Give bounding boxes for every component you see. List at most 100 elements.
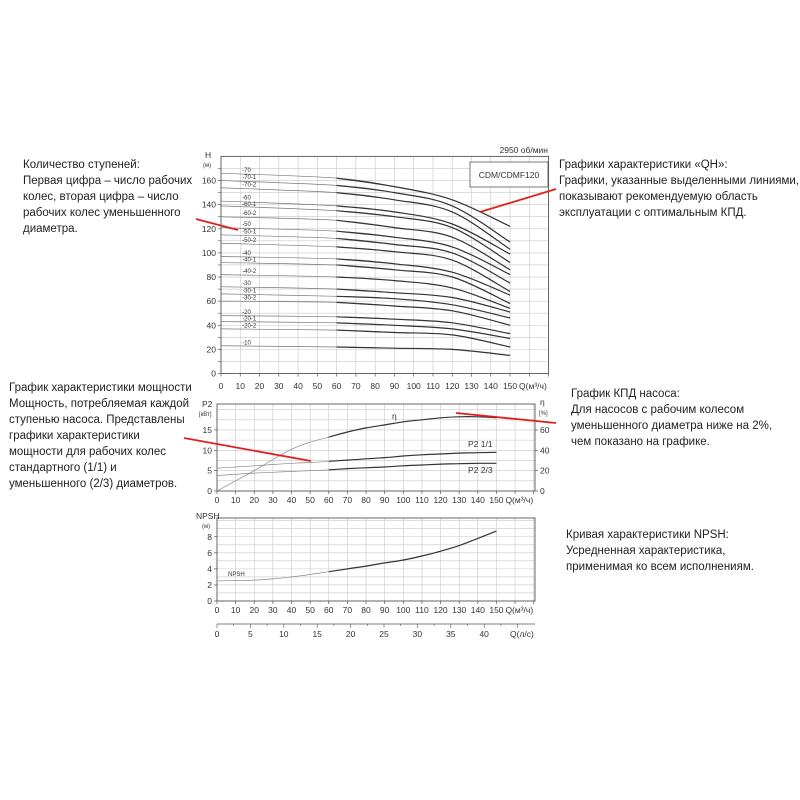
y-axis-label: NPSH <box>196 511 220 521</box>
qh-curve-stage-40-2: -40-2 <box>220 269 511 309</box>
annotation-line: Графики, указанные выделенными линиями, <box>559 175 799 187</box>
x-tick-label: 150 <box>503 381 517 391</box>
y-tick-label: 20 <box>207 344 217 354</box>
y-tick-label: 140 <box>202 200 216 210</box>
qh-curve-recommended <box>336 301 511 326</box>
qh-curve-stage-10: -10 <box>220 340 511 356</box>
x-tick-label: 120 <box>433 495 447 505</box>
qh-curve-stage-70: -70 <box>220 168 511 227</box>
secondary-x-tick-label: 30 <box>413 629 423 639</box>
annotation-line: уменьшенного диаметра ниже на 2%, <box>571 420 772 432</box>
curve-thin-part <box>216 436 329 492</box>
qh-curve-line <box>220 274 511 309</box>
curve-bold-part <box>328 462 497 471</box>
qh-curve-recommended <box>336 264 511 305</box>
x-tick-label: 140 <box>484 381 498 391</box>
curve-label: P2 1/1 <box>468 439 493 449</box>
qh-curve-stage-40: -40 <box>220 251 511 296</box>
y-tick-label: 5 <box>207 466 212 476</box>
efficiency-curve: η <box>216 411 497 492</box>
x-tick-label: 60 <box>324 605 334 615</box>
y-tick-label: 120 <box>202 224 216 234</box>
qh-curve-recommended <box>336 258 511 296</box>
qh-curve-label: -10 <box>242 340 251 346</box>
y2-axis-unit: [%] <box>539 411 548 417</box>
x-tick-label: 60 <box>332 381 342 391</box>
x-tick-label: 70 <box>343 605 353 615</box>
curve-label: η <box>392 411 397 421</box>
x-tick-label: 20 <box>255 381 265 391</box>
qh-curve-stage-50: -50 <box>220 222 511 276</box>
qh-curve-stage-60-2: -60-2 <box>220 211 511 271</box>
qh-curve-recommended <box>336 230 511 276</box>
curve-bold-part <box>328 416 497 438</box>
qh-curve-label: -60-1 <box>242 202 257 208</box>
x-tick-label: 30 <box>268 495 278 505</box>
qh-curve-stage-50-1: -50-1 <box>220 229 511 284</box>
qh-curve-label: -60 <box>242 196 251 202</box>
secondary-x-tick-label: 10 <box>279 629 289 639</box>
x-tick-label: 120 <box>445 381 459 391</box>
qh-curve-label: -20-1 <box>242 317 257 323</box>
qh-curve-label: -70-1 <box>242 175 257 181</box>
secondary-x-tick-label: 25 <box>379 629 389 639</box>
qh-annotation: Графики характеристики «QH»: Графики, ука… <box>559 159 799 219</box>
x-tick-label: 40 <box>287 495 297 505</box>
annotation-line: ступенью насоса. Представлены <box>9 414 185 426</box>
qh-curve-label: -30 <box>242 281 251 287</box>
secondary-x-tick-label: 0 <box>215 629 220 639</box>
qh-curve-stage-20-1: -20-1 <box>220 317 511 340</box>
y2-tick-label: 60 <box>540 425 550 435</box>
qh-curve-label: -30-1 <box>242 288 257 294</box>
x-tick-label: 90 <box>390 381 400 391</box>
secondary-x-axis-label: Q(л/с) <box>510 629 534 639</box>
secondary-x-tick-label: 15 <box>312 629 322 639</box>
x-tick-label: 90 <box>380 605 390 615</box>
y-axis-unit: (м) <box>202 524 210 530</box>
x-tick-label: 0 <box>219 381 224 391</box>
y-tick-label: 0 <box>207 486 212 496</box>
plot-frame <box>216 403 536 492</box>
qh-curve-label: -40-1 <box>242 258 257 264</box>
y2-axis-label: η <box>540 397 545 407</box>
qh-curve-stage-40-1: -40-1 <box>220 258 511 305</box>
x-tick-label: 140 <box>471 495 485 505</box>
npsh-curve-bold <box>328 530 497 573</box>
qh-curve-recommended <box>336 237 511 284</box>
y-tick-label: 100 <box>202 248 216 258</box>
annotation-line: Мощность, потребляемая каждой <box>9 398 189 410</box>
annotation-line: Для насосов с рабочим колесом <box>571 404 744 416</box>
x-tick-label: 50 <box>313 381 323 391</box>
qh-curve-recommended <box>336 316 511 335</box>
power-curve-reduced-diameter: P2 2/3 <box>216 462 497 476</box>
qh-curve-recommended <box>336 329 511 348</box>
y-tick-label: 8 <box>207 532 212 542</box>
y-tick-label: 0 <box>211 369 216 379</box>
y-tick-label: 80 <box>207 272 217 282</box>
qh-curve-recommended <box>336 276 511 309</box>
x-tick-label: 140 <box>471 605 485 615</box>
y-axis-unit: [кВт] <box>199 412 212 418</box>
qh-curve-recommended <box>336 184 511 243</box>
qh-curve-label: -50-2 <box>242 238 257 244</box>
annotation-line: Графики характеристики «QH»: <box>559 159 728 171</box>
annotation-line: диаметра. <box>23 223 78 235</box>
y-tick-label: 160 <box>202 176 216 186</box>
qh-curve-recommended <box>336 295 511 319</box>
npsh-chart: 0 10 20 30 40 50 60 70 80 90 100 110 120 130 140 150 Q(м… <box>196 511 536 639</box>
qh-curve-label: -60-2 <box>242 211 257 217</box>
x-tick-label: 90 <box>380 495 390 505</box>
curve-thin-part <box>216 469 329 476</box>
qh-curve-stage-20: -20 <box>220 310 511 335</box>
annotation-line: показывают рекомендуемую область <box>559 191 758 203</box>
annotation-line: колес, вторая цифра – число <box>23 191 179 203</box>
qh-curve-stage-70-1: -70-1 <box>220 175 511 243</box>
qh-curve-recommended <box>336 192 511 250</box>
pointer-line <box>195 218 239 231</box>
qh-curve-stage-60-1: -60-1 <box>220 202 511 264</box>
y2-tick-label: 20 <box>540 466 550 476</box>
y2-tick-label: 0 <box>540 486 545 496</box>
x-tick-label: 40 <box>287 605 297 615</box>
model-title: CDM/CDMF120 <box>479 170 540 180</box>
